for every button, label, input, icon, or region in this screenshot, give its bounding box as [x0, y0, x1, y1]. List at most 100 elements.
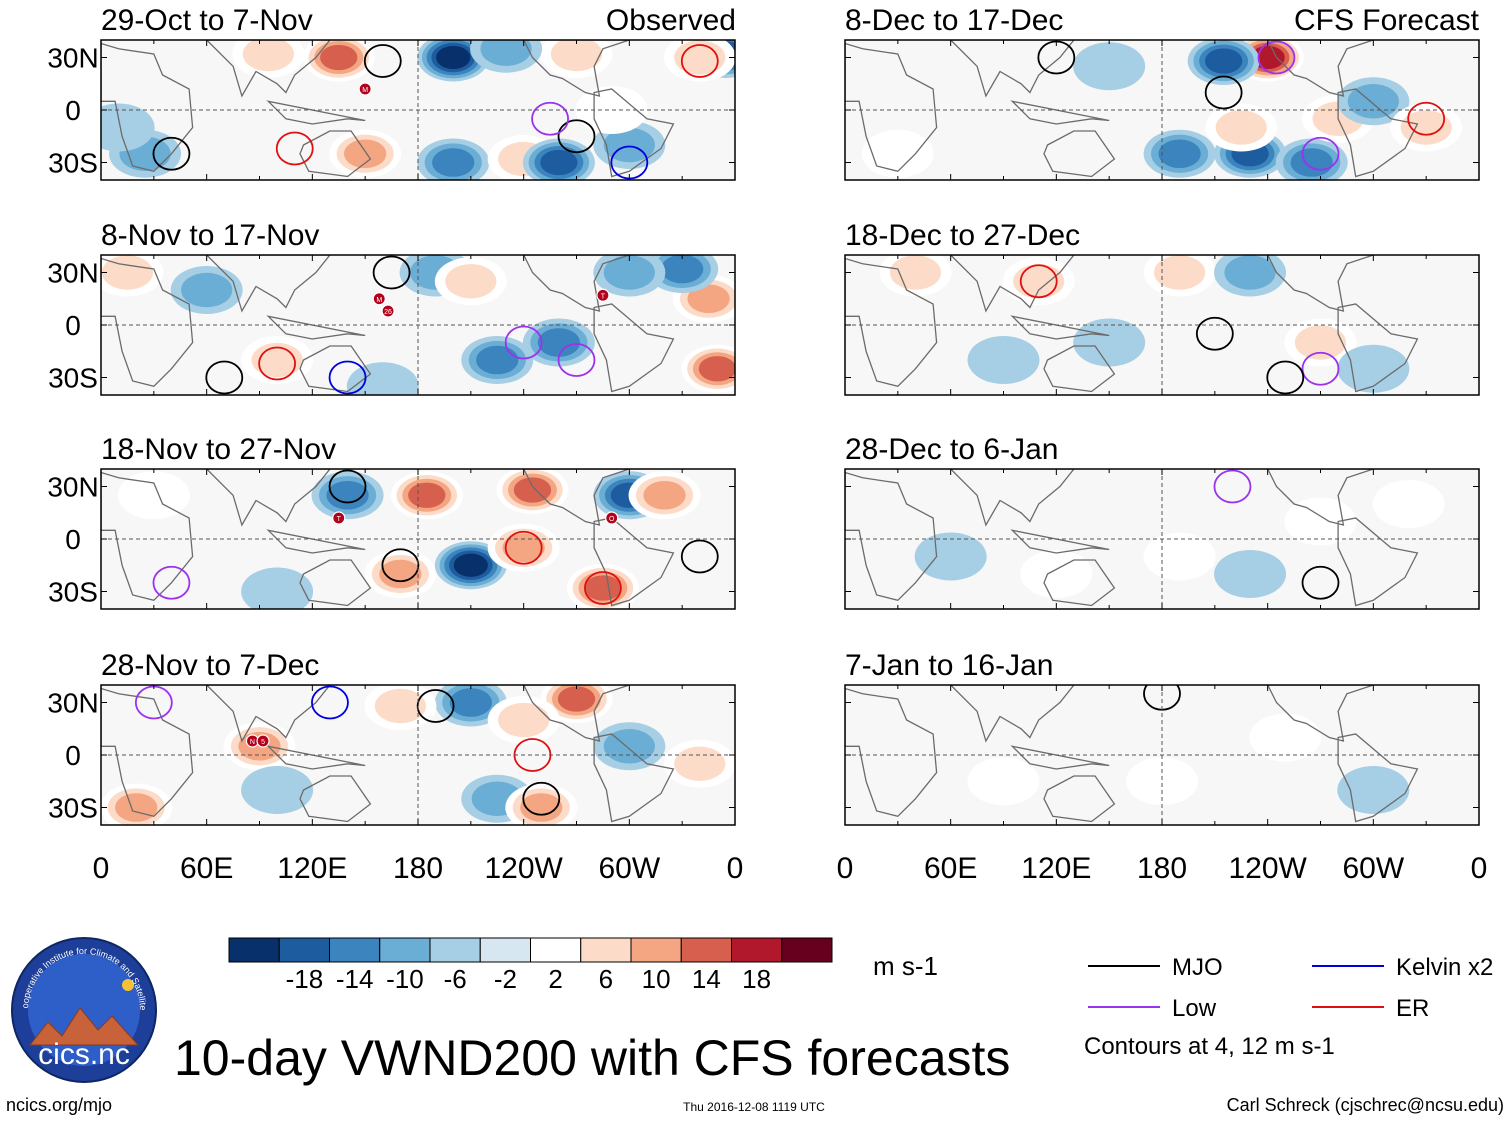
footer-credit: Carl Schreck (cjschrec@ncsu.edu) — [1227, 1095, 1504, 1115]
anomaly-shade — [101, 103, 155, 152]
x-tick-label: 60E — [924, 852, 977, 885]
contour-mjo — [152, 136, 191, 171]
y-tick-label: 30N — [47, 472, 98, 503]
colorbar-tick-label: -14 — [336, 964, 374, 994]
storm-marker: O — [605, 511, 619, 525]
anomaly-shade — [643, 480, 686, 510]
storm-marker: T — [596, 288, 610, 302]
contour-mjo — [680, 539, 719, 574]
colorbar-tick-label: 14 — [692, 964, 721, 994]
footer-timestamp: Thu 2016-12-08 1119 UTC — [683, 1100, 825, 1114]
x-axis-tick-labels: 0 60E 120E 180 120W 60W 0 0 60E 120E 180 120W 60W 0 — [93, 852, 1488, 885]
anomaly-shade — [557, 686, 596, 712]
coastline — [266, 315, 366, 340]
storm-marker: M — [372, 292, 386, 306]
colorbar-tick-label: -18 — [286, 964, 324, 994]
coastline — [299, 130, 372, 178]
anomaly-shade — [1249, 713, 1322, 762]
coastline — [1010, 529, 1110, 554]
coastline — [949, 469, 1075, 527]
colorbar-tick-label: 6 — [599, 964, 613, 994]
y-tick-label: 0 — [65, 95, 81, 126]
coastline — [845, 687, 938, 818]
coastline — [1010, 315, 1110, 340]
x-tick-label: 60E — [180, 852, 233, 885]
anomaly-shade — [914, 532, 987, 581]
contour-low — [1257, 40, 1296, 75]
coastline — [845, 42, 938, 173]
anomaly-shade — [1154, 255, 1206, 290]
contour-kelvin — [311, 685, 349, 720]
anomaly-shade — [537, 328, 581, 357]
coastline — [593, 733, 675, 823]
contour-kelvin — [328, 360, 367, 395]
y-tick-label: 30N — [47, 688, 98, 719]
panel-observed-3: 18-Nov to 27-Nov T O 30N 0 30S — [47, 433, 736, 610]
panel-observed-2: 8-Nov to 17-Nov M26 T 30N 0 30S — [47, 219, 736, 396]
coastline — [949, 40, 1075, 98]
map-content: M — [101, 40, 735, 180]
contour-mjo — [205, 360, 244, 395]
anomaly-shade — [520, 793, 563, 822]
anomaly-shade — [480, 40, 532, 66]
coastline — [299, 775, 372, 823]
anomaly-shade — [1224, 255, 1276, 290]
x-tick-label: 120E — [1021, 852, 1091, 885]
storm-marker-label: M — [376, 297, 382, 304]
coastline — [101, 471, 194, 602]
coastline — [522, 469, 630, 526]
anomaly-shade — [1294, 325, 1347, 360]
anomaly-shade — [445, 264, 497, 299]
coastline — [1010, 745, 1110, 770]
coastline — [266, 745, 366, 770]
contour-note: Contours at 4, 12 m s-1 — [1084, 1033, 1335, 1060]
colorbar-tick-label: 2 — [548, 964, 562, 994]
anomaly-shade — [1126, 757, 1198, 806]
colorbar-tick-label: -2 — [494, 964, 517, 994]
legend-label: Kelvin x2 — [1396, 954, 1493, 981]
anomaly-shade — [861, 129, 934, 178]
anomaly-shade — [967, 757, 1040, 806]
anomaly-shade — [1073, 42, 1146, 91]
anomaly-shade — [1372, 480, 1445, 528]
contour-low — [504, 325, 543, 360]
anomaly-shade — [889, 255, 942, 290]
y-tick-label: 0 — [65, 524, 81, 555]
anomaly-shade — [1143, 532, 1216, 581]
contour-low — [152, 565, 191, 600]
coastline — [1266, 685, 1374, 742]
coastline — [266, 529, 366, 554]
coastline — [101, 257, 194, 388]
coastline — [205, 40, 331, 98]
x-tick-label: 0 — [1471, 852, 1488, 885]
anomaly-shade — [1215, 110, 1267, 145]
colorbar-swatch — [580, 937, 632, 963]
coastline — [1337, 517, 1419, 607]
anomaly-shade — [453, 553, 488, 577]
anomaly-shade — [603, 127, 655, 163]
anomaly-shade — [346, 362, 419, 395]
anomaly-shade — [379, 559, 422, 589]
anomaly-shade — [540, 149, 578, 176]
coastline — [593, 517, 675, 607]
storm-marker-label: 5 — [261, 739, 265, 746]
storm-marker-label: 26 — [384, 309, 392, 316]
anomaly-shade — [241, 766, 314, 814]
units-label: m s-1 — [873, 951, 938, 981]
footer-url: ncics.org/mjo — [6, 1095, 112, 1115]
anomaly-shade — [1073, 318, 1146, 367]
anomaly-shade — [1158, 139, 1201, 169]
anomaly-shade — [115, 793, 158, 822]
anomaly-shade — [181, 272, 233, 308]
anomaly-shade — [1400, 110, 1452, 145]
colorbar: -18 -14 -10 -6 -2 2 6 10 14 18 — [228, 937, 833, 994]
colorbar-swatch — [479, 937, 531, 963]
coastline — [593, 88, 675, 178]
contour-mjo — [1266, 360, 1305, 395]
contour-mjo — [328, 469, 367, 504]
map-content — [845, 685, 1419, 823]
colorbar-tick-label: 10 — [642, 964, 671, 994]
x-tick-label: 0 — [93, 852, 110, 885]
